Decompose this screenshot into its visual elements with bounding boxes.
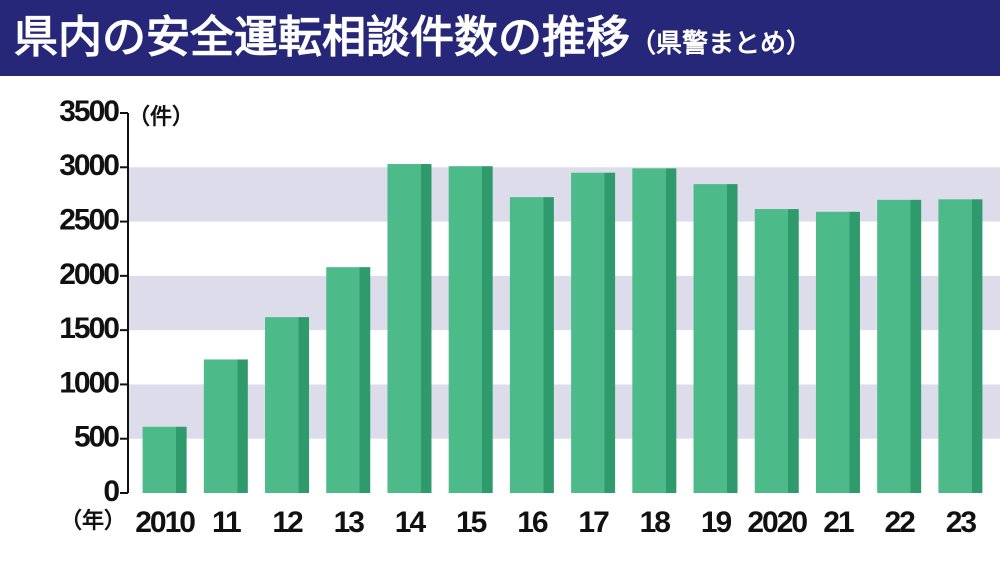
x-tick-label: 23 (946, 506, 977, 539)
bar (571, 172, 616, 493)
bar (265, 317, 310, 493)
chart-subtitle: （県警まとめ） (630, 28, 812, 59)
x-tick-label: 16 (517, 506, 548, 539)
x-tick-label: 15 (456, 506, 487, 539)
bar (693, 184, 738, 493)
bar (938, 199, 983, 494)
bar (509, 197, 554, 493)
x-tick-label: 2020 (747, 506, 807, 539)
x-tick-label: 21 (823, 506, 854, 539)
y-tick-label: 3000 (59, 149, 119, 182)
title-band (0, 0, 1000, 76)
y-tick-label: 3500 (59, 95, 119, 128)
x-tick-label: 2010 (135, 506, 195, 539)
bar (387, 164, 432, 493)
grid-band (128, 384, 1000, 439)
x-tick-label: 17 (578, 506, 609, 539)
y-axis-label: （件） (128, 105, 194, 130)
x-tick-label: 12 (272, 506, 303, 539)
y-tick-label: 2500 (59, 203, 119, 236)
title-block: 県内の安全運転相談件数の推移（県警まとめ） (14, 12, 812, 63)
x-tick-label: 18 (640, 506, 671, 539)
x-tick-label: 14 (395, 506, 427, 539)
bar (203, 359, 248, 493)
x-tick-label: 11 (212, 506, 241, 539)
bar (632, 168, 677, 493)
x-tick-label: 19 (701, 506, 732, 539)
y-tick-label: 1500 (59, 312, 119, 345)
grid-band (128, 275, 1000, 331)
y-tick-label: 1000 (59, 366, 119, 399)
x-axis-label: （年） (60, 508, 126, 534)
y-tick-label: 500 (74, 421, 119, 454)
y-tick-label: 2000 (59, 258, 119, 291)
bar (448, 166, 493, 493)
y-tick-label: 0 (103, 475, 119, 508)
x-tick-label: 22 (884, 506, 915, 539)
bar (326, 267, 371, 493)
bar (142, 426, 187, 493)
bands (128, 167, 1000, 439)
grid-band (128, 167, 1000, 222)
bar (815, 211, 860, 494)
bar (754, 209, 799, 494)
x-tick-label: 13 (334, 506, 365, 539)
bar (877, 199, 922, 493)
chart-title: 県内の安全運転相談件数の推移 (14, 12, 630, 63)
